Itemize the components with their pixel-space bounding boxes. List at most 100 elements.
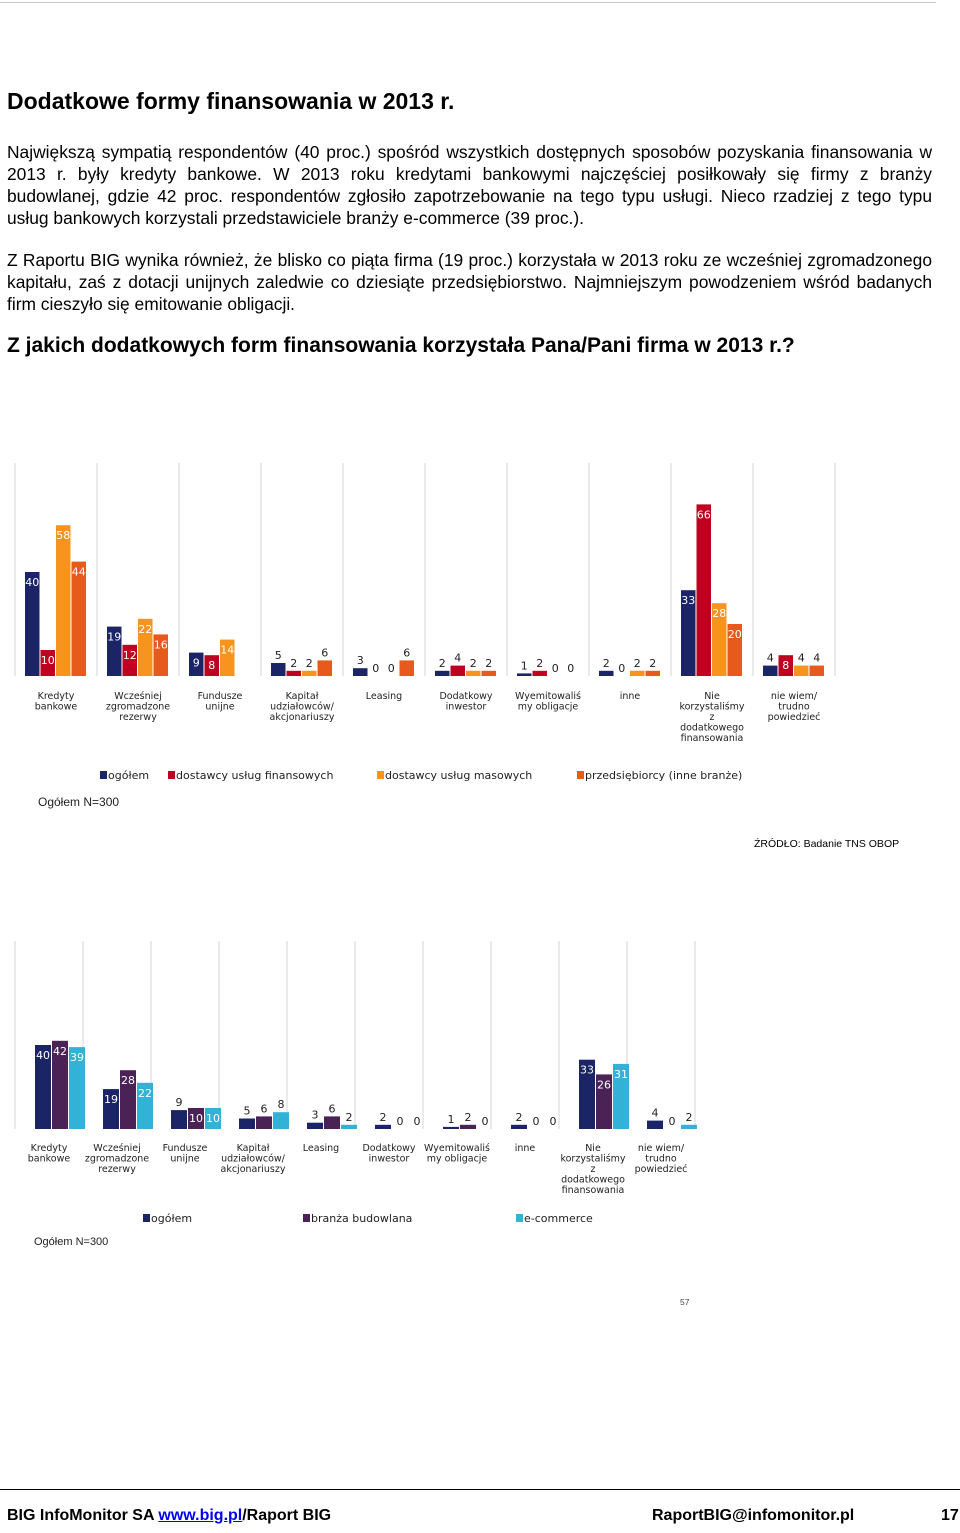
survey-question: Z jakich dodatkowych form finansowania k… — [7, 334, 795, 357]
data-label: 0 — [388, 662, 395, 675]
data-label: 33 — [580, 1064, 594, 1077]
data-label: 0 — [669, 1115, 676, 1128]
inner-page-number: 57 — [680, 1297, 690, 1307]
category-label: Wcześniej — [93, 1143, 141, 1154]
category-label: udziałowców/ — [221, 1154, 286, 1165]
category-label: bankowe — [28, 1154, 71, 1165]
bar — [341, 1124, 357, 1129]
bar — [107, 626, 122, 676]
data-label: 2 — [380, 1111, 387, 1124]
bar — [466, 670, 481, 676]
data-label: 28 — [712, 607, 726, 620]
footer-company-name: BIG InfoMonitor SA — [7, 1507, 159, 1524]
data-label: 0 — [372, 662, 379, 675]
bar — [596, 1074, 612, 1129]
footer-email[interactable]: RaportBIG@infomonitor.pl — [652, 1507, 855, 1524]
data-label: 8 — [208, 659, 215, 672]
legend-label: branża budowlana — [311, 1212, 412, 1225]
base-label-chart1: Ogółem N=300 — [38, 795, 120, 809]
category-label: inne — [620, 691, 641, 702]
category-label: inne — [515, 1143, 536, 1154]
data-label: 40 — [36, 1049, 50, 1062]
bar — [353, 668, 368, 676]
bar — [71, 561, 86, 676]
category-label: bankowe — [35, 702, 78, 713]
legend-label: przedsiębiorcy (inne branże) — [585, 769, 742, 782]
data-label: 3 — [312, 1109, 319, 1122]
data-label: 19 — [104, 1093, 118, 1106]
bar — [645, 670, 660, 676]
data-label: 2 — [306, 657, 313, 670]
data-label: 4 — [454, 652, 461, 665]
bar — [188, 1108, 204, 1129]
data-label: 10 — [189, 1112, 203, 1125]
category-label: Leasing — [366, 691, 402, 702]
category-label: Fundusze — [163, 1143, 208, 1154]
bar — [613, 1063, 629, 1129]
category-label: Wcześniej — [114, 691, 162, 702]
bar — [204, 655, 219, 676]
data-label: 0 — [533, 1115, 540, 1128]
bar — [579, 1059, 595, 1129]
category-label: finansowania — [681, 733, 744, 744]
category-label: korzystaliśmy — [560, 1154, 625, 1165]
data-label: 66 — [697, 508, 711, 521]
data-label: 0 — [550, 1115, 557, 1128]
data-label: 20 — [728, 628, 742, 641]
bar — [681, 1124, 697, 1129]
data-label: 28 — [121, 1074, 135, 1087]
data-label: 4 — [652, 1107, 659, 1120]
category-label: Fundusze — [198, 691, 243, 702]
legend-label: dostawcy usług finansowych — [176, 769, 333, 782]
legend-swatch — [168, 771, 175, 779]
category-label: Leasing — [303, 1143, 339, 1154]
bar — [205, 1108, 221, 1129]
bar — [727, 624, 742, 676]
footer-report-name: /Raport BIG — [242, 1507, 332, 1524]
category-label: rezerwy — [119, 712, 157, 723]
bar — [171, 1110, 187, 1129]
bar — [450, 665, 465, 676]
category-label: finansowania — [562, 1185, 625, 1196]
data-label: 42 — [53, 1045, 67, 1058]
category-label: trudno — [645, 1154, 677, 1165]
category-label: Kredyty — [38, 691, 75, 702]
category-label: dodatkowego — [561, 1175, 625, 1186]
data-label: 2 — [634, 657, 641, 670]
bar — [189, 652, 204, 676]
footer-website-link[interactable]: www.big.pl — [158, 1507, 243, 1524]
bar — [271, 663, 286, 676]
data-label: 8 — [278, 1098, 285, 1111]
bar — [435, 670, 450, 676]
data-label: 2 — [439, 657, 446, 670]
bar — [630, 670, 645, 676]
bar — [40, 650, 55, 676]
data-label: 39 — [70, 1051, 84, 1064]
footer-company: BIG InfoMonitor SA www.big.pl/Raport BIG — [7, 1507, 331, 1525]
bar — [324, 1116, 340, 1129]
top-rule — [0, 2, 936, 3]
data-label: 31 — [614, 1068, 628, 1081]
bar — [511, 1124, 527, 1129]
data-label: 0 — [482, 1115, 489, 1128]
data-label: 4 — [767, 652, 774, 665]
category-label: dodatkowego — [680, 723, 744, 734]
footer-rule — [0, 1489, 960, 1490]
page-heading: Dodatkowe formy finansowania w 2013 r. — [7, 88, 455, 114]
bar — [696, 504, 711, 676]
category-label: zgromadzone — [106, 702, 170, 713]
data-label: 0 — [414, 1115, 421, 1128]
category-label: akcjonariuszy — [270, 712, 335, 723]
footer-page-number: 17 — [941, 1507, 959, 1524]
data-label: 0 — [397, 1115, 404, 1128]
data-label: 10 — [41, 654, 55, 667]
data-label: 6 — [403, 646, 410, 659]
data-label: 4 — [798, 652, 805, 665]
bar — [103, 1089, 119, 1129]
bar — [122, 644, 137, 676]
bar — [138, 618, 153, 676]
bar — [647, 1120, 663, 1129]
category-label: Dodatkowy — [362, 1143, 415, 1154]
category-label: powiedzieć — [768, 712, 821, 723]
bar — [25, 572, 40, 676]
